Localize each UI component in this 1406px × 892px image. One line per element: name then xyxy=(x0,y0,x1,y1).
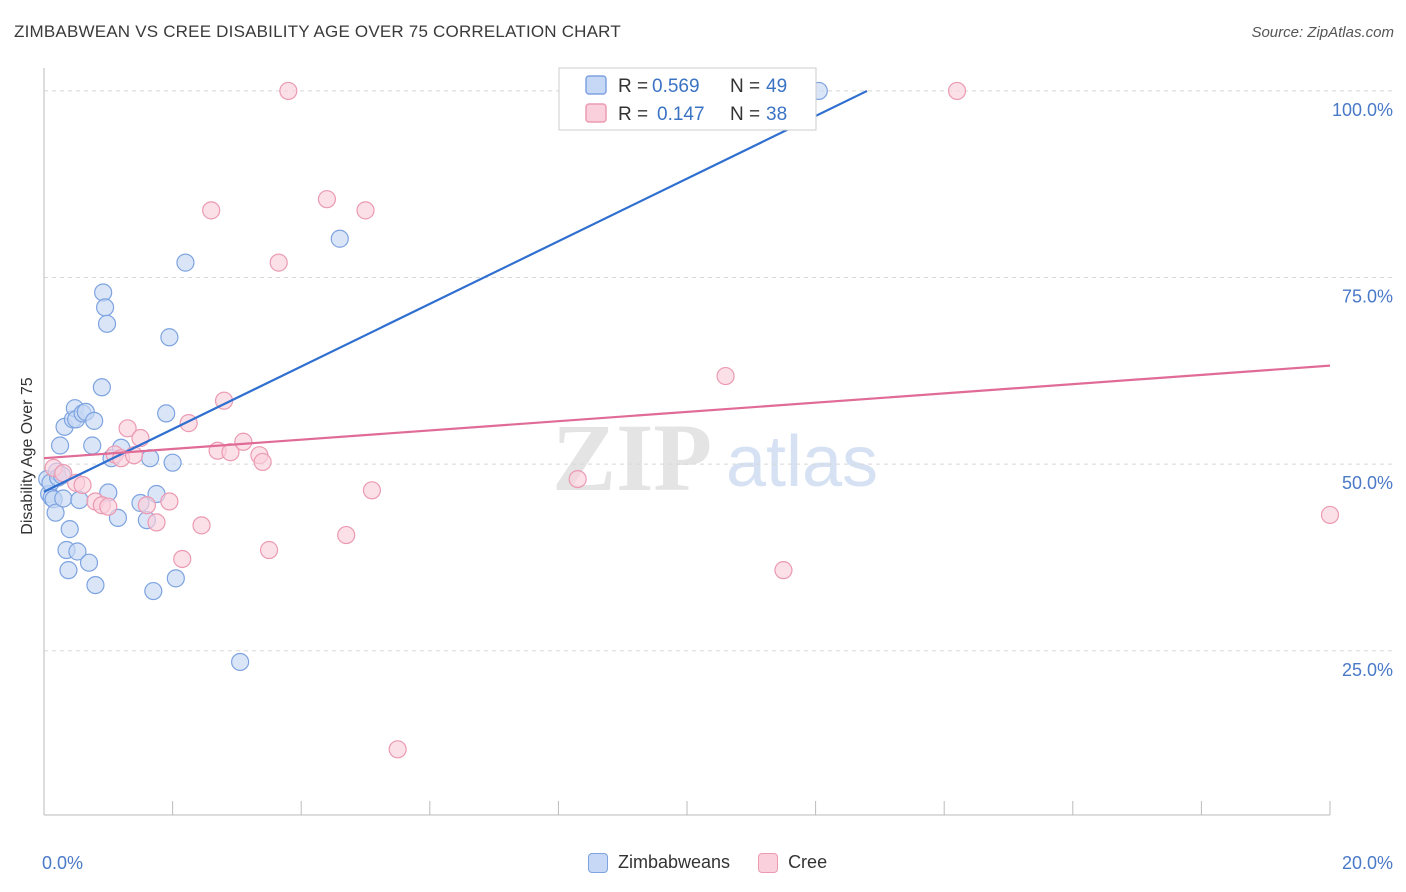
source-credit: Source: ZipAtlas.com xyxy=(1251,24,1394,41)
cree-point xyxy=(568,469,587,489)
zimbabweans-point xyxy=(330,229,349,248)
cree-point xyxy=(1320,505,1340,525)
watermark-atlas: atlas xyxy=(726,422,878,502)
zimbabweans-point xyxy=(231,652,250,672)
zimbabweans-point xyxy=(140,449,160,468)
cree-point xyxy=(118,419,137,438)
zimbabweans-point xyxy=(85,411,104,430)
legend-r-value-2: 0.147 xyxy=(657,104,705,125)
zimbabweans-point xyxy=(160,328,179,347)
correlation-legend: R = 0.569 N = 49 R = 0.147 N = 38 xyxy=(558,67,817,131)
grid-lines xyxy=(44,90,1392,652)
zimbabweans-point xyxy=(166,569,185,588)
cree-trend-line xyxy=(43,364,1331,460)
zimbabweans-points xyxy=(38,81,828,672)
zimbabweans-point xyxy=(176,253,195,272)
y-tick-label: 50.0% xyxy=(1342,473,1393,493)
cree-point xyxy=(362,481,382,500)
cree-point xyxy=(99,497,118,516)
cree-point xyxy=(947,81,967,101)
cree-point xyxy=(317,190,337,209)
cree-point xyxy=(716,366,735,386)
x-tick-label: 0.0% xyxy=(42,853,83,873)
zimbabweans-point xyxy=(46,503,65,522)
legend-r-label-1: R = xyxy=(618,76,648,97)
zimbabweans-point xyxy=(54,489,73,508)
legend-r-label-2: R = xyxy=(618,104,648,125)
y-tick-label: 25.0% xyxy=(1342,660,1393,680)
y-tick-label: 75.0% xyxy=(1342,287,1393,307)
zimbabweans-point xyxy=(79,553,99,572)
zimbabweans-point xyxy=(60,520,79,539)
y-tick-label: 100.0% xyxy=(1332,100,1393,120)
cree-point xyxy=(192,516,211,535)
cree-point xyxy=(774,561,793,580)
series-legend: Zimbabweans Cree xyxy=(588,852,855,873)
cree-point xyxy=(147,513,166,532)
legend-swatch-zimbabweans xyxy=(585,75,607,95)
zimbabweans-point xyxy=(94,283,113,302)
cree-point xyxy=(160,492,179,511)
zimbabweans-label: Zimbabweans xyxy=(618,852,731,872)
zimbabweans-point xyxy=(144,581,163,601)
zimbabweans-point xyxy=(86,575,105,595)
zimbabweans-point xyxy=(92,378,111,397)
cree-point xyxy=(337,525,356,545)
legend-swatch-cree xyxy=(585,103,607,123)
trend-lines xyxy=(43,89,1331,493)
cree-point xyxy=(253,452,272,472)
legend-n-value-1: 49 xyxy=(766,76,787,97)
chart-title: ZIMBABWEAN VS CREE DISABILITY AGE OVER 7… xyxy=(14,22,621,41)
x-tick-label: 20.0% xyxy=(1342,853,1393,873)
cree-point xyxy=(73,475,92,495)
cree-point xyxy=(388,740,407,759)
zimbabweans-point xyxy=(59,561,78,580)
zimbabweans-point xyxy=(83,436,102,455)
zimbabweans-point xyxy=(50,436,70,455)
cree-point xyxy=(202,201,221,220)
cree-point xyxy=(234,432,253,451)
cree-point xyxy=(173,549,192,569)
legend-r-value-1: 0.569 xyxy=(652,76,700,97)
zimbabweans-point xyxy=(70,490,89,510)
y-tick-labels: 25.0% 50.0% 75.0% 100.0% xyxy=(1332,100,1393,680)
cree-point xyxy=(279,81,298,101)
cree-point xyxy=(124,446,144,465)
zimbabweans-point xyxy=(95,298,115,317)
cree-swatch xyxy=(758,852,779,873)
zimbabweans-point xyxy=(97,314,117,333)
cree-point xyxy=(356,201,375,220)
zimbabweans-point xyxy=(157,404,176,423)
zimbabweans-point xyxy=(68,542,87,561)
cree-point xyxy=(137,496,156,515)
legend-item-cree: Cree xyxy=(758,852,827,873)
cree-point xyxy=(269,253,288,272)
legend-n-value-2: 38 xyxy=(766,104,787,125)
legend-item-zimbabweans: Zimbabweans xyxy=(588,852,730,873)
cree-label: Cree xyxy=(788,852,828,872)
legend-n-label-1: N = xyxy=(730,76,760,97)
cree-points xyxy=(44,81,1340,759)
cree-point xyxy=(259,540,279,560)
watermark-zip: ZIP xyxy=(552,404,712,511)
zimbabweans-point xyxy=(163,453,182,472)
zimbabweans-swatch xyxy=(588,852,608,873)
zimbabweans-trend-line xyxy=(43,89,868,493)
legend-n-label-2: N = xyxy=(730,104,760,125)
axes xyxy=(43,68,1331,816)
x-tick-labels: 0.0% 20.0% xyxy=(42,853,1393,873)
